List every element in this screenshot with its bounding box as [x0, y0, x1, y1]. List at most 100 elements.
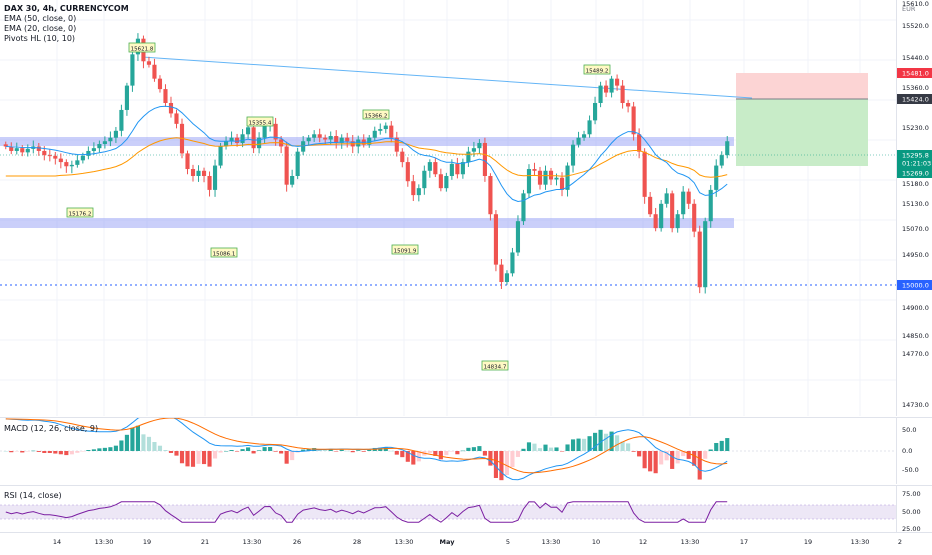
- time-tick: 21: [201, 538, 209, 546]
- long-position-stop-area: [736, 73, 868, 99]
- macd-bar: [284, 451, 289, 464]
- pane-divider[interactable]: [0, 417, 932, 418]
- candle: [455, 163, 460, 175]
- candle: [537, 170, 543, 185]
- macd-bar: [36, 451, 41, 452]
- time-tick: 17: [740, 538, 748, 546]
- macd-bar: [526, 442, 532, 451]
- candle: [284, 146, 289, 185]
- time-tick: 13:30: [542, 538, 561, 546]
- macd-bar: [681, 451, 686, 457]
- macd-bar: [532, 443, 537, 451]
- macd-bar: [86, 450, 91, 451]
- candle: [334, 136, 339, 143]
- candle: [510, 252, 515, 274]
- symbol-title[interactable]: DAX 30, 4h, CURRENCYCOM: [4, 4, 129, 13]
- candle: [113, 130, 118, 138]
- pivot-label: 15176.2: [66, 207, 94, 218]
- time-tick: 12: [639, 538, 647, 546]
- macd-bar: [659, 451, 664, 465]
- candle: [14, 148, 19, 151]
- rsi-tick: 50.00: [902, 508, 921, 516]
- rsi-tick: 25.00: [902, 525, 921, 532]
- macd-bar: [515, 451, 521, 457]
- macd-bar: [637, 451, 642, 457]
- price-tag: [897, 280, 932, 290]
- price-tick: 15520.0: [902, 22, 929, 30]
- macd-bar: [521, 448, 526, 451]
- candle: [42, 150, 47, 156]
- macd-bar: [25, 451, 30, 452]
- macd-bar: [273, 451, 278, 452]
- candle: [653, 214, 658, 229]
- candle: [714, 165, 719, 190]
- macd-bar: [587, 436, 592, 451]
- macd-bar: [42, 451, 47, 453]
- candle: [648, 196, 653, 215]
- candle: [174, 113, 179, 124]
- time-axis-svg: 14 13:30 19 21 13:30 26 28 13:30 May 5 13:30 10 12 13…: [53, 538, 902, 546]
- candle: [631, 106, 636, 135]
- macd-axis: 50.0 0.0 -50.0: [896, 418, 932, 484]
- macd-bar: [201, 451, 207, 465]
- candle: [157, 78, 163, 90]
- price-axis[interactable]: EUR 15610.0 15520.0 15440.0 15360.0 15230.0 15…: [896, 0, 932, 416]
- candle: [394, 137, 399, 152]
- candle: [218, 146, 223, 166]
- price-chart-pane[interactable]: 15621.8 15176.2 15086.1 15355.4 15366.2 15091…: [0, 0, 896, 416]
- macd-bar: [218, 451, 223, 453]
- macd-bar: [548, 447, 554, 451]
- macd-bar: [223, 450, 229, 452]
- pivot-box: [66, 207, 94, 218]
- candle: [64, 162, 69, 167]
- macd-bar: [334, 451, 339, 452]
- macd-bar: [361, 451, 366, 452]
- price-chart[interactable]: 15621.8 15176.2 15086.1 15355.4 15366.2 15091…: [0, 0, 896, 416]
- candle: [47, 155, 52, 157]
- candle: [257, 137, 262, 149]
- macd-bar: [212, 451, 218, 459]
- candle: [262, 125, 267, 138]
- macd-bar: [235, 451, 240, 452]
- macd-bar: [257, 450, 262, 451]
- pivot-box: [481, 360, 509, 371]
- macd-bar: [279, 451, 284, 454]
- pivot-box: [362, 109, 390, 120]
- trendline: [141, 56, 753, 99]
- candle: [163, 89, 168, 103]
- candle: [146, 61, 152, 65]
- candle: [328, 136, 333, 140]
- macd-pane[interactable]: [0, 418, 896, 484]
- macd-bar: [69, 451, 74, 455]
- candle: [471, 148, 476, 152]
- legend-ema50[interactable]: EMA (50, close, 0): [4, 14, 77, 23]
- time-axis[interactable]: 14 13:30 19 21 13:30 26 28 13:30 May 5 13:30 10 12 13…: [0, 532, 932, 551]
- price-tick: 15070.0: [902, 225, 929, 233]
- macd-bar: [240, 449, 245, 451]
- rsi-title[interactable]: RSI (14, close): [4, 491, 62, 500]
- candle: [108, 137, 113, 142]
- macd-bar: [135, 425, 141, 451]
- time-tick: 26: [293, 538, 301, 546]
- resistance-zone: [0, 137, 734, 146]
- time-tick: 19: [804, 538, 812, 546]
- candle: [565, 165, 570, 190]
- candle: [587, 120, 592, 135]
- legend-ema20[interactable]: EMA (20, close, 0): [4, 24, 77, 33]
- macd-bar: [719, 440, 724, 451]
- macd-bar: [592, 432, 598, 451]
- pivot-label: 15489.2: [583, 64, 611, 75]
- candle: [86, 150, 91, 156]
- candle: [317, 134, 322, 138]
- pivot-text: 15366.2: [365, 114, 388, 120]
- macd-title[interactable]: MACD (12, 26, close, 9): [4, 424, 99, 433]
- macd-bar: [416, 451, 421, 462]
- candle: [323, 137, 328, 140]
- rsi-pane[interactable]: [0, 486, 896, 532]
- ema50-line: [5, 137, 728, 178]
- pane-divider-2[interactable]: [0, 485, 932, 486]
- legend-pivots[interactable]: Pivots HL (10, 10): [4, 34, 76, 43]
- macd-bar: [119, 440, 124, 451]
- pivot-text: 15086.1: [213, 252, 236, 258]
- macd-bar: [152, 442, 157, 451]
